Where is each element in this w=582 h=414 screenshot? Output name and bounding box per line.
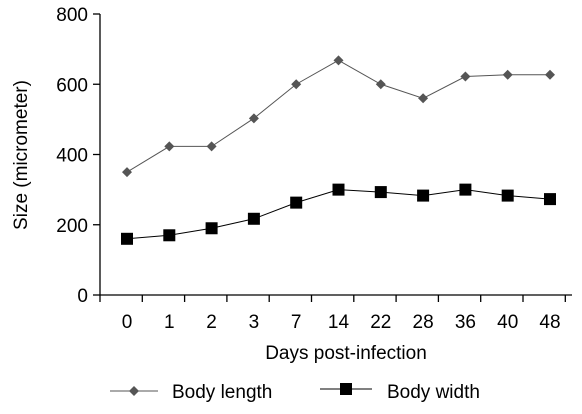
data-point-body-width	[121, 232, 133, 245]
x-tick-label: 40	[497, 312, 518, 333]
data-point-body-length	[248, 113, 259, 124]
y-axis-ticks: 0 200 400 600 800	[56, 5, 100, 307]
legend-label-body-length: Body length	[172, 382, 272, 403]
data-point-body-length	[291, 79, 302, 90]
x-axis-ticks: 0 1 2 3 7 14 22 28 36 40 48	[99, 295, 566, 333]
legend-item-body-width: Body width	[320, 382, 480, 403]
x-tick-label: 3	[249, 312, 260, 333]
legend-marker-body-width	[340, 383, 352, 395]
data-point-body-width	[459, 183, 472, 196]
x-axis-title: Days post-infection	[265, 343, 427, 364]
data-point-body-length	[333, 55, 344, 66]
axes	[99, 14, 572, 296]
legend-marker-body-length	[129, 386, 139, 396]
y-tick-label: 0	[77, 286, 88, 307]
data-point-body-width	[374, 186, 387, 199]
x-tick-label: 2	[206, 312, 217, 333]
data-point-body-length	[164, 141, 175, 152]
data-point-body-length	[375, 79, 386, 90]
data-point-body-length	[545, 69, 555, 80]
x-tick-label: 36	[455, 312, 476, 333]
y-tick-label: 600	[56, 75, 88, 96]
y-tick-label: 400	[56, 146, 88, 167]
data-point-body-length	[502, 69, 513, 80]
data-point-body-width	[332, 183, 345, 196]
data-point-body-length	[418, 93, 429, 104]
x-tick-label: 0	[122, 312, 133, 333]
data-point-body-width	[501, 189, 514, 202]
series-lines	[126, 59, 551, 240]
data-point-body-width	[417, 189, 430, 202]
y-tick-label: 200	[56, 216, 88, 237]
data-point-body-width	[290, 196, 303, 209]
data-point-body-width	[247, 212, 260, 225]
legend-item-body-length: Body length	[110, 382, 272, 403]
data-point-body-width	[163, 229, 176, 242]
data-point-body-length	[206, 141, 217, 152]
legend-label-body-width: Body width	[387, 382, 480, 403]
x-tick-label: 22	[370, 312, 391, 333]
data-point-body-length	[122, 167, 132, 178]
data-point-body-width	[205, 222, 218, 235]
y-tick-label: 800	[56, 5, 88, 26]
x-tick-label: 48	[539, 312, 560, 333]
series-markers	[121, 55, 556, 245]
x-tick-label: 14	[328, 312, 350, 333]
series-line-body-length	[126, 59, 550, 173]
data-point-body-width	[544, 193, 556, 206]
data-point-body-length	[460, 71, 471, 82]
x-tick-label: 7	[291, 312, 302, 333]
legend: Body length Body width	[110, 382, 480, 403]
x-tick-label: 28	[413, 312, 434, 333]
x-tick-label: 1	[164, 312, 175, 333]
series-line-body-width	[126, 189, 551, 240]
y-axis-title: Size (micrometer)	[11, 80, 32, 230]
